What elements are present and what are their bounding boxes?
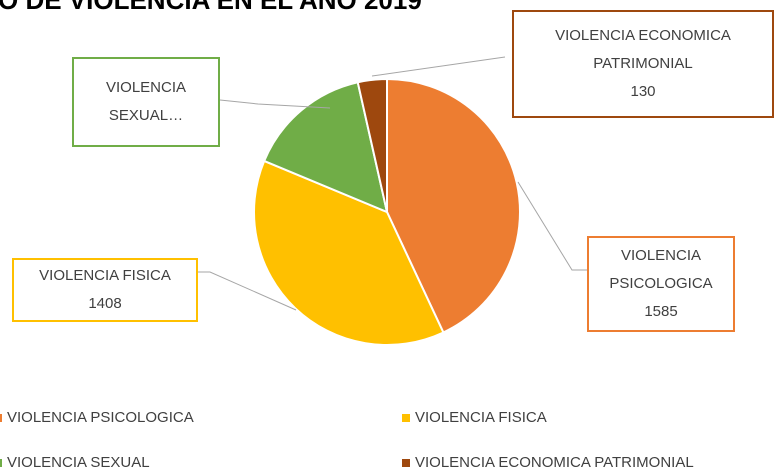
pie-slice [253,159,445,346]
legend-swatch [0,414,2,422]
legend-swatch [0,459,2,467]
legend-swatch [402,459,410,467]
data-label-box: VIOLENCIA SEXUAL… [72,57,220,147]
data-label-name: VIOLENCIA ECONOMICA PATRIMONIAL [555,27,731,72]
legend-label: VIOLENCIA FISICA [415,409,547,426]
data-label-box: VIOLENCIA ECONOMICA PATRIMONIAL 130 [512,10,774,118]
leader-lines [198,56,587,311]
pie-slice [386,77,521,334]
leader-line [219,99,331,109]
leader-line [198,271,297,311]
data-label-name: VIOLENCIA FISICA [39,267,171,284]
pie-slice [356,77,388,213]
legend-label: VIOLENCIA ECONOMICA PATRIMONIAL [415,454,694,471]
legend-swatch [402,414,410,422]
data-label-value: 1585 [644,303,678,320]
chart-title: O DE VIOLENCIA EN EL AÑO 2019 [0,0,422,15]
data-label-value: 1408 [88,295,122,312]
data-label-box: VIOLENCIA PSICOLOGICA 1585 [587,236,735,332]
leader-line [517,181,587,271]
pie [253,77,521,346]
data-label-name: VIOLENCIA SEXUAL… [105,79,187,124]
data-label-value: 130 [630,83,656,100]
legend-label: VIOLENCIA PSICOLOGICA [7,409,194,426]
legend-label: VIOLENCIA SEXUAL [7,454,150,471]
data-label-box: VIOLENCIA FISICA 1408 [12,258,198,322]
pie-slice [262,81,389,214]
data-label-name: VIOLENCIA PSICOLOGICA [609,247,713,292]
leader-line [371,56,506,77]
